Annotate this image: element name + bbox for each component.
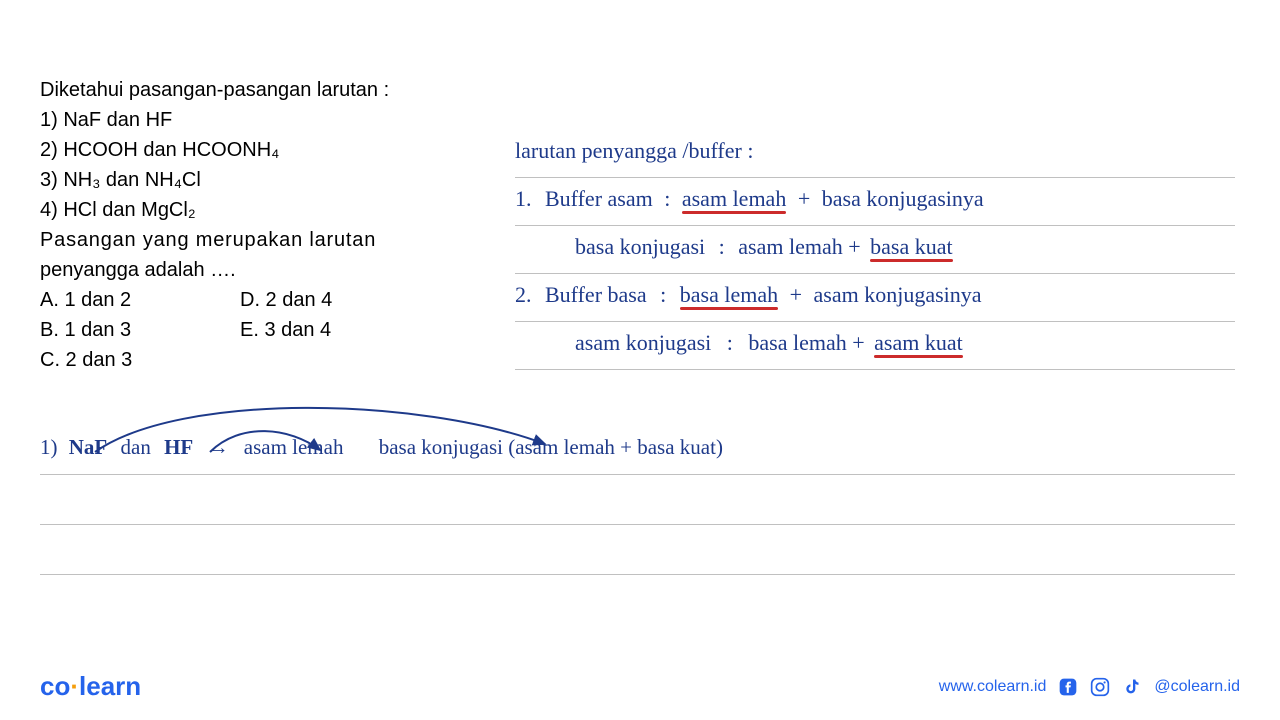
notes-basa-lemah: basa lemah	[680, 282, 778, 308]
notes-basa-konj: basa konjugasinya	[822, 186, 984, 211]
footer-right: www.colearn.id @colearn.id	[939, 677, 1240, 697]
worked-blank-1	[40, 475, 1235, 525]
worked-naf: NaF	[69, 435, 108, 459]
worked-line-1: 1) NaF dan HF → asam lemah basa konjugas…	[40, 425, 1235, 475]
question-block: Diketahui pasangan-pasangan larutan : 1)…	[40, 75, 470, 375]
footer: co·learn www.colearn.id @colearn.id	[0, 671, 1280, 702]
notes-plus-1: +	[798, 186, 810, 211]
footer-handle: @colearn.id	[1154, 678, 1240, 696]
notes-title-line: larutan penyangga /buffer :	[515, 130, 1235, 178]
notes-asam-konj: asam konjugasinya	[814, 282, 982, 307]
notes-num-2: 2.	[515, 282, 532, 307]
instagram-icon	[1090, 677, 1110, 697]
notes-label-1: Buffer asam	[545, 186, 653, 211]
question-prompt-2: penyangga adalah ….	[40, 255, 470, 285]
choice-e: E. 3 dan 4	[240, 315, 440, 345]
logo-co: co	[40, 671, 70, 701]
notes-block: larutan penyangga /buffer : 1. Buffer as…	[515, 130, 1235, 370]
notes-text-4a: basa lemah +	[748, 330, 864, 355]
question-item-2: 2) HCOOH dan HCOONH₄	[40, 135, 470, 165]
notes-text-2a: asam lemah +	[738, 234, 860, 259]
facebook-icon	[1058, 677, 1078, 697]
question-intro: Diketahui pasangan-pasangan larutan :	[40, 75, 470, 105]
notes-label-4: asam konjugasi	[575, 330, 711, 355]
worked-num: 1)	[40, 435, 58, 459]
choice-a: A. 1 dan 2	[40, 285, 240, 315]
notes-asam-lemah: asam lemah	[682, 186, 786, 212]
choice-c: C. 2 dan 3	[40, 345, 240, 375]
worked-hf: HF	[164, 435, 193, 459]
question-item-4: 4) HCl dan MgCl₂	[40, 195, 470, 225]
choice-d: D. 2 dan 4	[240, 285, 440, 315]
notes-title: larutan penyangga /buffer :	[515, 138, 753, 163]
logo-dot: ·	[70, 671, 79, 701]
notes-label-3: Buffer basa	[545, 282, 647, 307]
notes-line-3: 2. Buffer basa : basa lemah + asam konju…	[515, 274, 1235, 322]
worked-blank-2	[40, 525, 1235, 575]
notes-line-4: asam konjugasi : basa lemah + asam kuat	[515, 322, 1235, 370]
logo-learn: learn	[79, 671, 141, 701]
worked-part2: basa konjugasi (asam lemah + basa kuat)	[379, 435, 723, 459]
notes-plus-3: +	[790, 282, 802, 307]
question-prompt-1: Pasangan yang merupakan larutan	[40, 225, 470, 255]
worked-part1: asam lemah	[244, 435, 344, 459]
worked-dan: dan	[121, 435, 151, 459]
notes-num-1: 1.	[515, 186, 532, 211]
tiktok-icon	[1122, 677, 1142, 697]
arrow-icon: →	[209, 437, 229, 459]
notes-basa-kuat: basa kuat	[870, 234, 952, 260]
choices: A. 1 dan 2 B. 1 dan 3 C. 2 dan 3 D. 2 da…	[40, 285, 470, 375]
notes-sep-1: :	[664, 186, 670, 211]
footer-url: www.colearn.id	[939, 678, 1047, 696]
choice-b: B. 1 dan 3	[40, 315, 240, 345]
notes-sep-2: :	[719, 234, 725, 259]
logo: co·learn	[40, 671, 141, 702]
notes-sep-3: :	[660, 282, 666, 307]
notes-line-2: basa konjugasi : asam lemah + basa kuat	[515, 226, 1235, 274]
notes-asam-kuat: asam kuat	[874, 330, 963, 356]
worked-block: 1) NaF dan HF → asam lemah basa konjugas…	[40, 425, 1235, 575]
question-item-1: 1) NaF dan HF	[40, 105, 470, 135]
notes-line-1: 1. Buffer asam : asam lemah + basa konju…	[515, 178, 1235, 226]
notes-label-2: basa konjugasi	[575, 234, 705, 259]
notes-sep-4: :	[727, 330, 733, 355]
question-item-3: 3) NH₃ dan NH₄Cl	[40, 165, 470, 195]
